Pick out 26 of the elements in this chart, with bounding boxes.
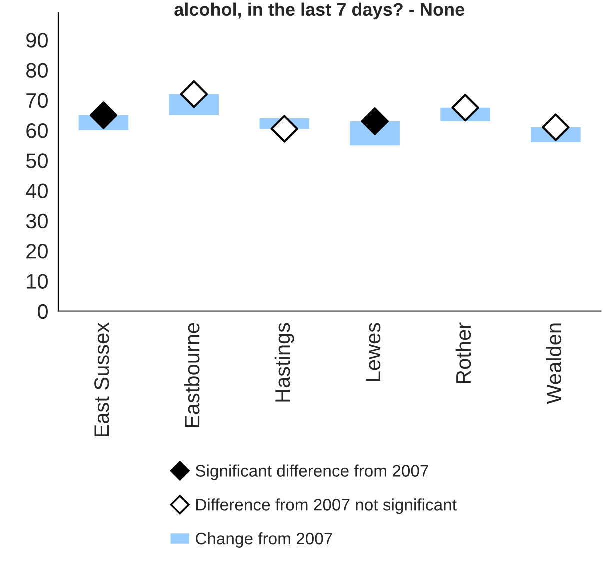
y-tick-label: 60: [26, 124, 48, 138]
y-tick-label: 0: [38, 304, 48, 320]
y-tick-label: 20: [26, 244, 48, 259]
x-tick-label: Eastbourne: [184, 323, 200, 428]
point: [542, 114, 570, 142]
y-tick-label: 90: [26, 33, 48, 48]
point: [270, 115, 298, 143]
x-tick-label: East Sussex: [94, 322, 110, 437]
point: [452, 94, 480, 122]
legend-label: Difference from 2007 not significant: [196, 498, 457, 514]
y-tick-label: 10: [27, 274, 48, 289]
y-tick-label: 80: [26, 63, 48, 78]
legend-label: Significant difference from 2007: [196, 464, 428, 480]
x-tick-label: Wealden: [546, 324, 562, 404]
y-tick-label: 50: [26, 154, 48, 168]
y-tick-label: 30: [26, 214, 48, 229]
x-tick-label: Hastings: [274, 323, 294, 402]
point: [180, 80, 208, 108]
chart-title: alcohol, in the last 7 days? - None: [174, 2, 464, 20]
y-tick-label: 70: [26, 93, 48, 108]
legend-label: Change from 2007: [196, 532, 332, 548]
y-tick-label: 40: [26, 184, 48, 199]
point: [361, 108, 389, 136]
x-tick-label: Rother: [456, 322, 472, 384]
point: [90, 102, 118, 130]
x-tick-label: Lewes: [366, 323, 381, 381]
